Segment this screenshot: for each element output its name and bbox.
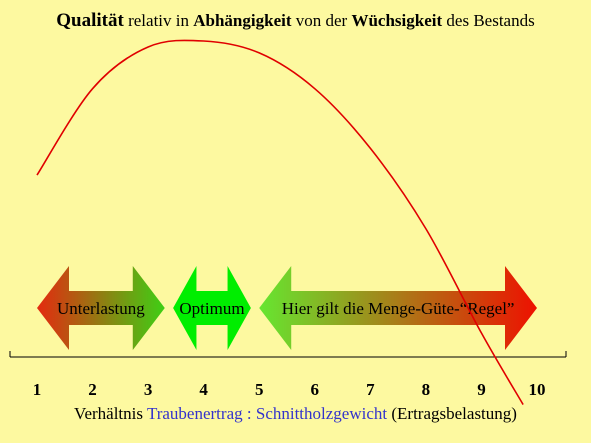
x-label-grape-yield: Traubenertrag	[146, 404, 243, 423]
quality-curve-1	[36, 39, 524, 405]
title-word-stand: des Bestands	[446, 11, 535, 30]
x-label-ratio: Verhältnis	[74, 404, 143, 423]
x-tick-labels: 1 2 3 4 5 6 7 8 9 10	[33, 380, 546, 399]
range-label-1: Unterlastung	[57, 299, 145, 318]
range-label-2: Optimum	[179, 299, 244, 318]
x-tick-label-10: 10	[529, 380, 546, 399]
range-arrow-3	[259, 266, 537, 350]
x-axis-label: Verhältnis Traubenertrag : Schnittholzge…	[0, 404, 591, 424]
title-word-quality: Qualität	[56, 10, 124, 31]
x-tick-label-7: 7	[366, 380, 375, 399]
x-label-pruning-weight: Schnittholzgewicht	[255, 404, 388, 423]
x-tick-label-3: 3	[144, 380, 153, 399]
title-word-of-the: von der	[295, 11, 348, 30]
x-tick-label-5: 5	[255, 380, 264, 399]
chart-title: Qualität relativ in Abhängigkeit von der…	[0, 10, 591, 32]
title-word-relative: relativ in	[128, 11, 189, 30]
range-arrow-1	[37, 266, 165, 350]
range-arrow-2	[173, 266, 251, 350]
quality-curve-group	[36, 39, 524, 405]
title-word-vigor: Wüchsigkeit	[351, 11, 443, 30]
x-tick-label-6: 6	[311, 380, 320, 399]
title-word-dependency: Abhängigkeit	[193, 11, 292, 30]
x-label-colon: :	[246, 404, 252, 423]
x-axis	[9, 351, 567, 358]
x-label-load: (Ertragsbelastung)	[391, 404, 517, 423]
x-tick-label-2: 2	[88, 380, 97, 399]
x-tick-label-1: 1	[33, 380, 42, 399]
range-arrows: Unterlastung Optimum Hier gilt die Menge-G…	[37, 266, 537, 350]
range-label-3: Hier gilt die Menge-Güte-“Regel”	[282, 299, 515, 318]
x-tick-label-4: 4	[199, 380, 208, 399]
x-tick-label-8: 8	[422, 380, 431, 399]
x-tick-label-9: 9	[477, 380, 486, 399]
